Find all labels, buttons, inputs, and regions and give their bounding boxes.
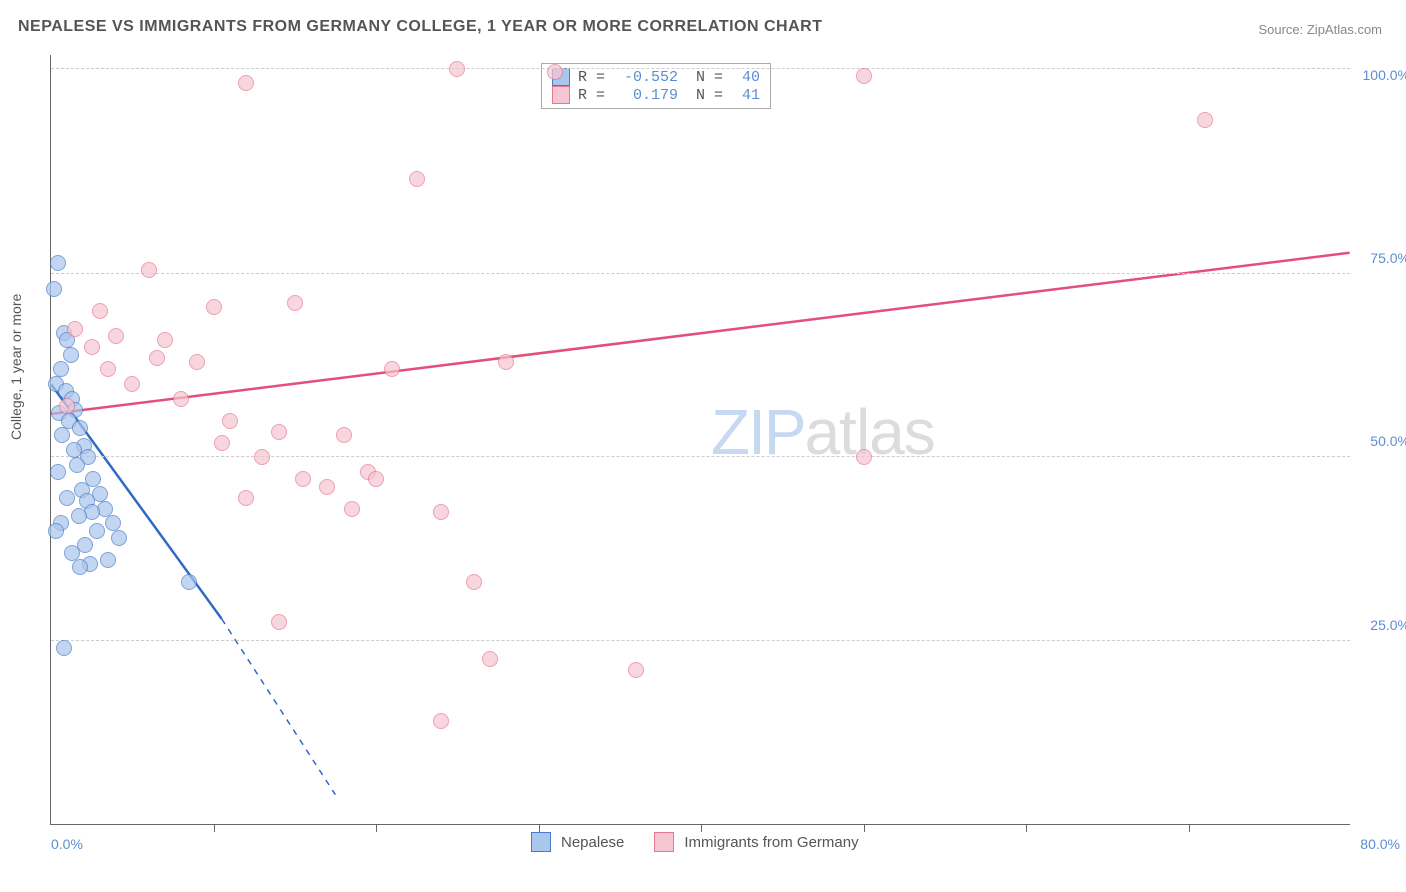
- nepalese-point: [66, 442, 82, 458]
- germany-point: [271, 614, 287, 630]
- nepalese-point: [59, 490, 75, 506]
- y-tick-label: 100.0%: [1363, 67, 1406, 83]
- x-tick: [1189, 824, 1190, 832]
- germany-point: [222, 413, 238, 429]
- germany-legend-label: Immigrants from Germany: [684, 834, 858, 851]
- germany-point: [238, 75, 254, 91]
- nepalese-point: [71, 508, 87, 524]
- germany-trendline: [51, 253, 1349, 414]
- germany-point: [271, 424, 287, 440]
- nepalese-trendline-extrapdefinitely: [222, 619, 336, 795]
- nepalese-point: [53, 361, 69, 377]
- germany-legend-swatch: [654, 832, 674, 852]
- germany-point: [254, 449, 270, 465]
- x-tick: [214, 824, 215, 832]
- y-tick-label: 25.0%: [1370, 617, 1406, 633]
- x-tick: [376, 824, 377, 832]
- germany-point: [238, 490, 254, 506]
- stats-text: R = 0.179 N = 41: [578, 87, 760, 104]
- germany-point: [344, 501, 360, 517]
- stats-row-germany: R = 0.179 N = 41: [552, 86, 760, 104]
- nepalese-point: [63, 347, 79, 363]
- germany-point: [498, 354, 514, 370]
- x-axis-max-label: 80.0%: [1360, 836, 1400, 852]
- nepalese-point: [100, 552, 116, 568]
- germany-point: [433, 713, 449, 729]
- nepalese-point: [69, 457, 85, 473]
- nepalese-point: [64, 545, 80, 561]
- nepalese-point: [56, 640, 72, 656]
- germany-point: [409, 171, 425, 187]
- nepalese-point: [72, 420, 88, 436]
- nepalese-point: [50, 464, 66, 480]
- y-tick-label: 75.0%: [1370, 250, 1406, 266]
- germany-point: [482, 651, 498, 667]
- germany-point: [547, 64, 563, 80]
- chart-title: NEPALESE VS IMMIGRANTS FROM GERMANY COLL…: [18, 18, 822, 36]
- y-axis-label: College, 1 year or more: [8, 294, 24, 440]
- scatter-plot: ZIPatlas R = -0.552 N = 40R = 0.179 N = …: [50, 55, 1350, 825]
- germany-point: [108, 328, 124, 344]
- germany-point: [189, 354, 205, 370]
- nepalese-point: [46, 281, 62, 297]
- source-label: Source: ZipAtlas.com: [1258, 22, 1382, 37]
- x-axis-min-label: 0.0%: [51, 836, 83, 852]
- gridline: [51, 456, 1350, 457]
- germany-point: [295, 471, 311, 487]
- germany-point: [287, 295, 303, 311]
- legend-bottom: Nepalese Immigrants from Germany: [531, 832, 879, 852]
- nepalese-point: [105, 515, 121, 531]
- germany-point: [141, 262, 157, 278]
- nepalese-point: [48, 523, 64, 539]
- germany-swatch: [552, 86, 570, 104]
- germany-point: [319, 479, 335, 495]
- nepalese-point: [72, 559, 88, 575]
- gridline: [51, 273, 1350, 274]
- germany-point: [59, 398, 75, 414]
- germany-point: [214, 435, 230, 451]
- germany-point: [384, 361, 400, 377]
- gridline: [51, 640, 1350, 641]
- x-tick: [864, 824, 865, 832]
- nepalese-point: [50, 255, 66, 271]
- nepalese-legend-label: Nepalese: [561, 834, 624, 851]
- stats-row-nepalese: R = -0.552 N = 40: [552, 68, 760, 86]
- nepalese-point: [111, 530, 127, 546]
- germany-point: [173, 391, 189, 407]
- nepalese-point: [54, 427, 70, 443]
- stats-text: R = -0.552 N = 40: [578, 69, 760, 86]
- germany-point: [336, 427, 352, 443]
- gridline: [51, 68, 1350, 69]
- germany-point: [368, 471, 384, 487]
- germany-point: [84, 339, 100, 355]
- germany-point: [466, 574, 482, 590]
- germany-point: [856, 449, 872, 465]
- x-tick: [539, 824, 540, 832]
- germany-point: [100, 361, 116, 377]
- germany-point: [856, 68, 872, 84]
- x-tick: [701, 824, 702, 832]
- germany-point: [157, 332, 173, 348]
- nepalese-legend-swatch: [531, 832, 551, 852]
- germany-point: [1197, 112, 1213, 128]
- nepalese-point: [89, 523, 105, 539]
- nepalese-point: [181, 574, 197, 590]
- x-tick: [1026, 824, 1027, 832]
- germany-point: [433, 504, 449, 520]
- y-tick-label: 50.0%: [1370, 433, 1406, 449]
- germany-point: [92, 303, 108, 319]
- germany-point: [67, 321, 83, 337]
- germany-point: [149, 350, 165, 366]
- trend-lines: [51, 55, 1350, 824]
- germany-point: [206, 299, 222, 315]
- germany-point: [628, 662, 644, 678]
- stats-box: R = -0.552 N = 40R = 0.179 N = 41: [541, 63, 771, 109]
- germany-point: [124, 376, 140, 392]
- germany-point: [449, 61, 465, 77]
